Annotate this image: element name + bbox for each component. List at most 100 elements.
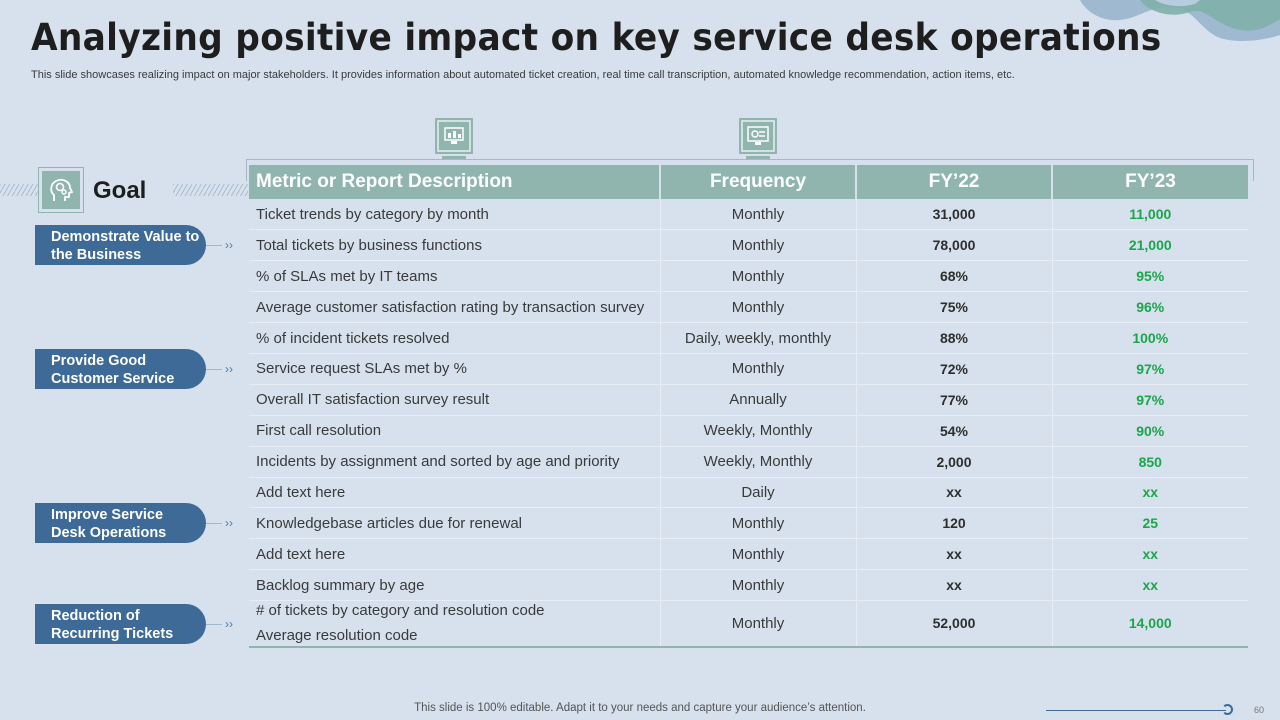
fy22-cell: 72% — [856, 353, 1053, 385]
fy22-cell: 2,000 — [856, 446, 1053, 478]
metric-cell: Incidents by assignment and sorted by ag… — [249, 446, 661, 478]
table-row: Overall IT satisfaction survey result Ann… — [249, 384, 1248, 416]
fy23-cell: 25 — [1052, 507, 1248, 540]
metric-cell: Add text here — [249, 477, 661, 509]
fy23-cell: 96% — [1052, 291, 1248, 324]
footer-note: This slide is 100% editable. Adapt it to… — [414, 702, 866, 714]
frequency-cell: Monthly — [660, 291, 857, 324]
metric-cell: # of tickets by category and resolution … — [249, 600, 661, 648]
table-row: Add text here Daily xx xx — [249, 477, 1248, 509]
table-row: % of incident tickets resolved Daily, wee… — [249, 322, 1248, 354]
table-row: Add text here Monthly xx xx — [249, 538, 1248, 571]
chevron-right-icon: ›› — [225, 238, 233, 252]
slide-title: Analyzing positive impact on key service… — [31, 16, 1162, 59]
goal-item-service-desk: Improve Service Desk Operations — [35, 503, 206, 543]
table-row: Incidents by assignment and sorted by ag… — [249, 446, 1248, 478]
goal-connector: ›› — [206, 238, 244, 252]
fy23-cell: 97% — [1052, 353, 1248, 385]
frequency-cell: Monthly — [660, 569, 857, 602]
fy22-cell: 52,000 — [856, 600, 1053, 648]
fy23-cell: 97% — [1052, 384, 1248, 416]
metrics-table: Metric or Report Description Frequency F… — [249, 165, 1248, 648]
goal-divider-left — [0, 184, 40, 196]
frequency-cell: Monthly — [660, 538, 857, 571]
table-row: Backlog summary by age Monthly xx xx — [249, 569, 1248, 602]
chevron-right-icon: ›› — [225, 362, 233, 376]
header-frequency: Frequency — [660, 165, 857, 199]
fy23-cell: xx — [1052, 477, 1248, 509]
fy22-cell: xx — [856, 569, 1053, 602]
header-fy22: FY’22 — [856, 165, 1053, 199]
footer-line — [1046, 710, 1226, 711]
metric-cell: Average customer satisfaction rating by … — [249, 291, 661, 324]
head-gears-icon — [38, 167, 84, 213]
chevron-right-icon: ›› — [225, 617, 233, 631]
fy22-cell: 75% — [856, 291, 1053, 324]
fy23-cell: 11,000 — [1052, 199, 1248, 231]
fy22-cell: 54% — [856, 415, 1053, 447]
frequency-cell: Monthly — [660, 600, 857, 648]
fy23-cell: 95% — [1052, 260, 1248, 293]
monitor-presentation-icon — [739, 118, 777, 159]
fy22-cell: xx — [856, 477, 1053, 509]
table-row: % of SLAs met by IT teams Monthly 68% 95% — [249, 260, 1248, 293]
fy23-cell: 850 — [1052, 446, 1248, 478]
frequency-cell: Monthly — [660, 199, 857, 231]
metric-cell: First call resolution — [249, 415, 661, 447]
fy22-cell: xx — [856, 538, 1053, 571]
fy22-cell: 31,000 — [856, 199, 1053, 231]
metric-cell: Service request SLAs met by % — [249, 353, 661, 385]
table-row: Ticket trends by category by month Monthl… — [249, 199, 1248, 231]
frequency-cell: Monthly — [660, 507, 857, 540]
fy22-cell: 68% — [856, 260, 1053, 293]
goal-divider-right — [173, 184, 248, 196]
metric-cell: Overall IT satisfaction survey result — [249, 384, 661, 416]
goal-connector: ›› — [206, 516, 244, 530]
metric-cell: Ticket trends by category by month — [249, 199, 661, 231]
table-row: First call resolution Weekly, Monthly 54% 9… — [249, 415, 1248, 447]
footer-arc — [1222, 704, 1233, 715]
fy23-cell: 100% — [1052, 322, 1248, 354]
metric-cell: Add text here — [249, 538, 661, 571]
fy22-cell: 77% — [856, 384, 1053, 416]
monitor-chart-icon — [435, 118, 473, 159]
frequency-cell: Daily, weekly, monthly — [660, 322, 857, 354]
metric-cell: % of SLAs met by IT teams — [249, 260, 661, 293]
table-row: Average customer satisfaction rating by … — [249, 291, 1248, 324]
goal-item-demonstrate-value: Demonstrate Value to the Business — [35, 225, 206, 265]
table-header-row: Metric or Report Description Frequency F… — [249, 165, 1248, 199]
frequency-cell: Monthly — [660, 229, 857, 262]
chevron-right-icon: ›› — [225, 516, 233, 530]
fy23-cell: 14,000 — [1052, 600, 1248, 648]
frequency-cell: Daily — [660, 477, 857, 509]
frequency-cell: Monthly — [660, 353, 857, 385]
header-fy23: FY’23 — [1052, 165, 1248, 199]
goal-label: Goal — [93, 177, 147, 204]
goal-connector: ›› — [206, 362, 244, 376]
frequency-cell: Annually — [660, 384, 857, 416]
metric-cell: Total tickets by business functions — [249, 229, 661, 262]
table-frame — [246, 159, 1254, 181]
decorative-blobs — [1080, 0, 1280, 42]
table-row: Total tickets by business functions Month… — [249, 229, 1248, 262]
fy23-cell: 90% — [1052, 415, 1248, 447]
goal-item-recurring-tickets: Reduction of Recurring Tickets — [35, 604, 206, 644]
frequency-cell: Weekly, Monthly — [660, 415, 857, 447]
page-number: 60 — [1254, 705, 1265, 715]
header-metric: Metric or Report Description — [249, 165, 661, 199]
fy23-cell: xx — [1052, 538, 1248, 571]
metric-cell: Backlog summary by age — [249, 569, 661, 602]
fy22-cell: 78,000 — [856, 229, 1053, 262]
metric-cell: % of incident tickets resolved — [249, 322, 661, 354]
goal-connector: ›› — [206, 617, 244, 631]
table-row: Knowledgebase articles due for renewal Mo… — [249, 507, 1248, 540]
fy22-cell: 88% — [856, 322, 1053, 354]
table-row: Service request SLAs met by % Monthly 72% 9… — [249, 353, 1248, 385]
frequency-cell: Weekly, Monthly — [660, 446, 857, 478]
goal-item-customer-service: Provide Good Customer Service — [35, 349, 206, 389]
fy23-cell: xx — [1052, 569, 1248, 602]
metric-line: # of tickets by category and resolution … — [256, 602, 545, 620]
slide-subtitle: This slide showcases realizing impact on… — [31, 69, 1015, 81]
fy22-cell: 120 — [856, 507, 1053, 540]
metric-line: Average resolution code — [256, 627, 418, 645]
